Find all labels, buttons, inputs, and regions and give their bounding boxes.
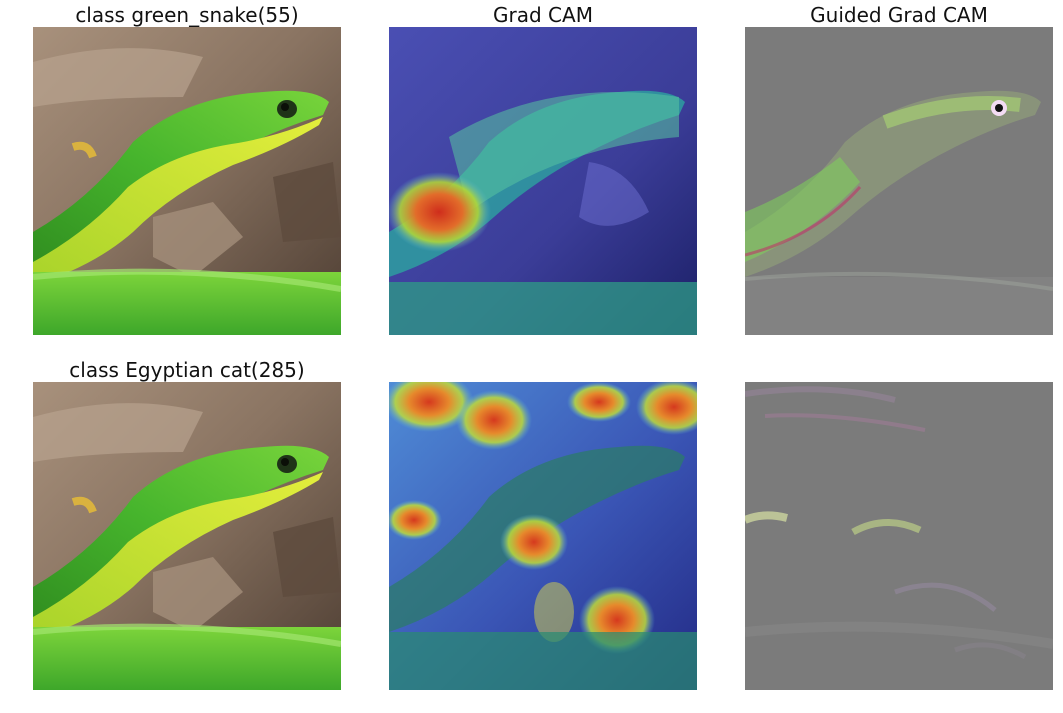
guided-grad-cam-image-row2	[745, 382, 1053, 690]
original-image-egyptian-cat	[33, 382, 341, 690]
title-guided-grad-cam: Guided Grad CAM	[810, 3, 988, 27]
title-class-green-snake: class green_snake(55)	[75, 3, 299, 27]
guided-grad-cam-green-snake	[745, 27, 1053, 335]
title-grad-cam: Grad CAM	[493, 3, 593, 27]
title-class-egyptian-cat: class Egyptian cat(285)	[69, 358, 305, 382]
grad-cam-overlay-row2	[389, 382, 697, 690]
snake-photo-row2	[33, 382, 341, 690]
grad-cam-overlay	[389, 27, 697, 335]
original-image-green-snake	[33, 27, 341, 335]
guided-grad-cam-egyptian-cat	[745, 382, 1053, 690]
grad-cam-heatmap-green-snake	[389, 27, 697, 335]
guided-grad-cam-image	[745, 27, 1053, 335]
grad-cam-heatmap-egyptian-cat	[389, 382, 697, 690]
snake-photo	[33, 27, 341, 335]
